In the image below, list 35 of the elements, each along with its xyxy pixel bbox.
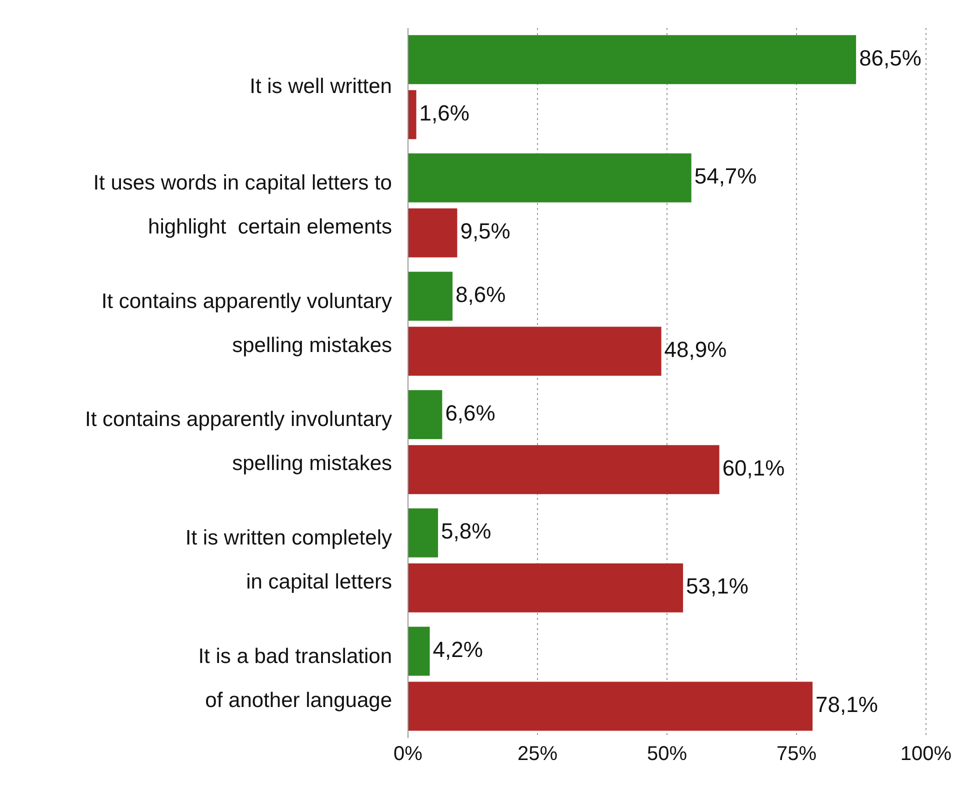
data-label: 4,2% <box>432 637 483 662</box>
bar <box>408 445 720 494</box>
bar <box>408 508 438 558</box>
y-tick-label: It is well written <box>250 74 392 98</box>
x-tick-label: 25% <box>517 743 558 766</box>
data-label: 8,6% <box>456 282 506 308</box>
data-label: 78,1% <box>816 692 878 718</box>
x-tick-label: 50% <box>646 743 688 766</box>
bar <box>408 153 692 202</box>
bar <box>408 682 813 731</box>
x-tick-label: 75% <box>776 743 817 766</box>
x-tick-label: 100% <box>900 743 952 766</box>
data-label: 5,8% <box>441 518 492 544</box>
bar <box>408 626 430 676</box>
data-label: 54,7% <box>694 164 757 189</box>
data-label: 60,1% <box>722 455 785 480</box>
y-tick-label: It contains apparently involuntary spelling mistakes <box>84 408 392 475</box>
x-tick-label: 0% <box>394 743 423 766</box>
y-tick-label: It contains apparently voluntary spelling mistakes <box>101 289 392 356</box>
data-label: 86,5% <box>859 45 922 70</box>
data-label: 1,6% <box>419 100 470 126</box>
y-tick-label: It is a bad translation of another language <box>198 644 392 712</box>
bar <box>408 90 416 140</box>
bar <box>408 390 442 440</box>
data-label: 9,5% <box>460 218 510 244</box>
y-tick-label: It is written completely in capital letters <box>185 526 392 594</box>
bar <box>408 326 662 376</box>
data-label: 53,1% <box>686 574 748 599</box>
bar <box>408 563 684 612</box>
bar <box>408 35 856 84</box>
data-label: 48,9% <box>664 337 727 362</box>
bar <box>408 208 458 258</box>
y-tick-label: It uses words in capital letters to highlight certain elements <box>93 171 392 238</box>
data-label: 6,6% <box>445 400 496 426</box>
bar <box>408 272 453 321</box>
